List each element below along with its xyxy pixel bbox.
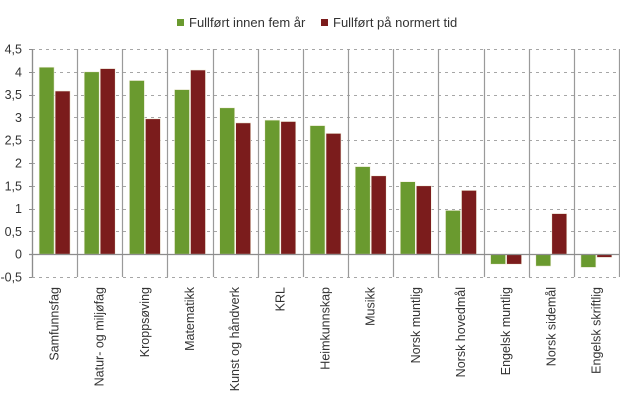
bar-normert-tid — [190, 69, 206, 255]
legend-swatch-red-icon — [321, 18, 328, 26]
x-category-label: Kroppsøving — [138, 287, 152, 357]
x-category-label: KRL — [273, 287, 287, 311]
y-tick-label: 1,5 — [5, 179, 22, 193]
bar-fem-ar — [83, 71, 100, 255]
legend-item-fem-ar: Fullført innen fem år — [177, 13, 305, 31]
bar-normert-tid — [145, 118, 161, 255]
x-category-label: Norsk hovedmål — [454, 287, 468, 377]
bar-normert-tid — [461, 190, 477, 255]
x-category-label: Norsk sidemål — [544, 287, 558, 366]
bar-fem-ar — [129, 80, 145, 255]
bar-fem-ar — [445, 210, 461, 255]
x-category-label: Heimkunnskap — [319, 287, 333, 370]
x-category-label: Matematikk — [183, 286, 197, 351]
bar-fem-ar — [219, 107, 235, 255]
bar-normert-tid — [415, 185, 432, 255]
y-tick-label: 3 — [15, 111, 22, 125]
bar-fem-ar — [354, 166, 371, 255]
bar-normert-tid — [54, 90, 71, 255]
bar-fem-ar — [264, 119, 281, 255]
x-category-label: Kunst og håndverk — [228, 286, 242, 391]
y-axis-labels: -0,5 0 0,5 1 1,5 2 2,5 3 3,5 4 4,5 — [0, 43, 22, 285]
bar-normert-tid — [280, 121, 297, 255]
legend-item-normert-tid: Fullført på normert tid — [321, 13, 457, 31]
bar-normert-tid — [551, 213, 568, 255]
y-tick-label: 0 — [15, 248, 22, 262]
bar-fem-ar — [38, 66, 55, 255]
x-category-label: Natur- og miljøfag — [93, 287, 107, 386]
y-tick-label: 4 — [15, 65, 22, 79]
legend-label: Fullført innen fem år — [189, 14, 306, 30]
y-tick-label: -0,5 — [0, 271, 22, 285]
bar-fem-ar — [580, 253, 597, 268]
y-tick-label: 1 — [15, 202, 22, 216]
bar-fem-ar — [174, 89, 190, 255]
legend-swatch-green-icon — [177, 18, 184, 26]
bar-fem-ar — [399, 181, 416, 255]
x-category-label: Musikk — [364, 286, 378, 326]
y-tick-label: 2 — [15, 157, 22, 171]
legend-label: Fullført på normert tid — [333, 14, 458, 30]
chart-legend: Fullført innen fem år Fullført på normer… — [0, 13, 620, 31]
x-category-label: Samfunnsfag — [48, 287, 62, 361]
bar-normert-tid — [325, 133, 342, 255]
bar-normert-tid — [235, 122, 251, 255]
y-tick-label: 0,5 — [5, 225, 22, 239]
bars — [38, 66, 613, 268]
bar-fem-ar — [490, 253, 506, 265]
y-tick-label: 2,5 — [5, 134, 22, 148]
bar-normert-tid — [99, 68, 116, 255]
x-category-label: Engelsk muntlig — [499, 287, 513, 375]
bar-fem-ar — [309, 125, 326, 255]
bar-fem-ar — [535, 253, 552, 267]
x-category-label: Norsk muntlig — [409, 287, 423, 363]
y-tick-label: 4,5 — [5, 43, 22, 57]
bar-normert-tid — [370, 175, 387, 255]
gridlines — [32, 49, 619, 278]
bar-normert-tid — [506, 253, 522, 265]
y-tick-label: 3,5 — [5, 88, 22, 102]
x-category-label: Engelsk skriftlig — [589, 287, 603, 374]
axes — [29, 49, 619, 278]
x-axis-labels: Samfunnsfag Natur- og miljøfag Kroppsøving… — [48, 286, 604, 391]
